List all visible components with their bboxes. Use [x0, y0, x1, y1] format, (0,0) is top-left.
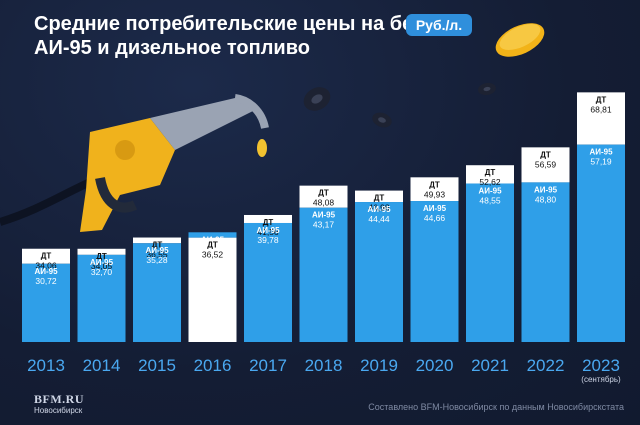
rubber-ring-icon [303, 82, 496, 128]
data-label: 46,98 [368, 203, 390, 213]
bar-group: ДТ34,06АИ-9530,722013ДТ34,05АИ-9532,7020… [22, 92, 625, 384]
series-label: АИ-95 [534, 185, 558, 194]
data-label: 34,06 [35, 261, 57, 271]
tick-label-year: 2018 [305, 356, 343, 375]
series-label: ДТ [207, 241, 218, 250]
data-label: 32,70 [91, 267, 113, 277]
data-label: 36,55 [146, 250, 168, 260]
data-label: 37,71 [202, 244, 224, 254]
data-label: 48,08 [313, 198, 335, 208]
tick-label-year: 2014 [83, 356, 121, 375]
series-label: ДТ [318, 189, 329, 198]
data-label: 57,19 [590, 157, 612, 167]
bar-ai95-segment [299, 207, 348, 342]
bar-ai95-segment [77, 254, 126, 342]
series-label: ДТ [485, 168, 496, 177]
series-label: АИ-95 [478, 187, 502, 196]
series-label: ДТ [374, 194, 385, 203]
series-label: АИ-95 [145, 246, 169, 255]
bar-dt-segment [521, 147, 570, 183]
logo: BFM.RU [34, 392, 84, 406]
data-label: 35,28 [146, 255, 168, 265]
series-label: ДТ [96, 252, 107, 261]
fuel-drop-icon [257, 139, 267, 157]
bar-ai95-segment [577, 144, 625, 342]
series-label: АИ-95 [201, 235, 225, 244]
series-label: АИ-95 [34, 267, 58, 276]
source-note: Составлено BFM-Новосибирск по данным Нов… [368, 402, 624, 412]
tick-label-year: 2022 [527, 356, 565, 375]
series-label: АИ-95 [367, 205, 391, 214]
bar-dt-segment [244, 214, 292, 223]
data-label: 39,78 [257, 235, 279, 245]
series-label: ДТ [596, 95, 607, 104]
data-label: 44,44 [368, 214, 390, 224]
bar-dt-segment [577, 92, 625, 145]
tick-label-year: 2019 [360, 356, 398, 375]
bar-dt-segment [22, 248, 70, 264]
data-label: 56,59 [535, 159, 557, 169]
bar-dt-segment [355, 190, 403, 203]
bar-ai95-segment [355, 202, 403, 342]
logo-city: Новосибирск [34, 406, 83, 415]
page-title: Средние потребительские цены на бензин А… [34, 13, 460, 59]
data-label: 30,72 [35, 276, 57, 286]
unit-badge: Руб./л. [406, 14, 472, 36]
data-label: 43,17 [313, 220, 335, 230]
series-label: ДТ [41, 252, 52, 261]
fuel-nozzle-icon [0, 94, 269, 232]
data-label: 48,80 [535, 194, 557, 204]
bar-ai95-segment [466, 183, 514, 342]
tick-note: (сентябрь) [581, 375, 621, 384]
bar-ai95-segment [188, 232, 237, 238]
bar-dt-segment [410, 177, 459, 202]
bar-dt-segment [133, 237, 181, 244]
series-label: АИ-95 [312, 211, 336, 220]
data-label: 34,05 [91, 261, 113, 271]
data-label: 41,56 [257, 227, 279, 237]
series-label: АИ-95 [423, 204, 447, 213]
bar-ai95-segment [410, 201, 459, 342]
data-label: 36,52 [202, 250, 224, 260]
series-label: ДТ [263, 218, 274, 227]
data-label: 52,62 [479, 177, 501, 187]
coin-icon [495, 23, 545, 57]
bar-dt-segment [466, 165, 514, 184]
series-label: АИ-95 [90, 258, 114, 267]
series-label: АИ-95 [589, 148, 613, 157]
bar-ai95-segment [521, 182, 570, 342]
bar-dt-segment [188, 237, 237, 342]
series-label: ДТ [540, 150, 551, 159]
tick-label-year: 2020 [416, 356, 454, 375]
bar-dt-segment [299, 185, 348, 208]
bar-dt-segment [77, 248, 126, 255]
tick-label-year: 2016 [194, 356, 232, 375]
tick-label-year: 2017 [249, 356, 287, 375]
data-label: 68,81 [590, 104, 612, 114]
tick-label-year: 2015 [138, 356, 176, 375]
data-label: 49,93 [424, 189, 446, 199]
series-label: ДТ [429, 180, 440, 189]
series-label: АИ-95 [256, 226, 280, 235]
bar-ai95-segment [244, 222, 292, 342]
data-label: 48,55 [479, 196, 501, 206]
tick-label-year: 2013 [27, 356, 65, 375]
bar-ai95-segment [133, 243, 181, 342]
data-label: 44,66 [424, 213, 446, 223]
bar-ai95-segment [22, 263, 70, 342]
tick-label-year: 2023 [582, 356, 620, 375]
tick-label-year: 2021 [471, 356, 509, 375]
series-label: ДТ [152, 241, 163, 250]
